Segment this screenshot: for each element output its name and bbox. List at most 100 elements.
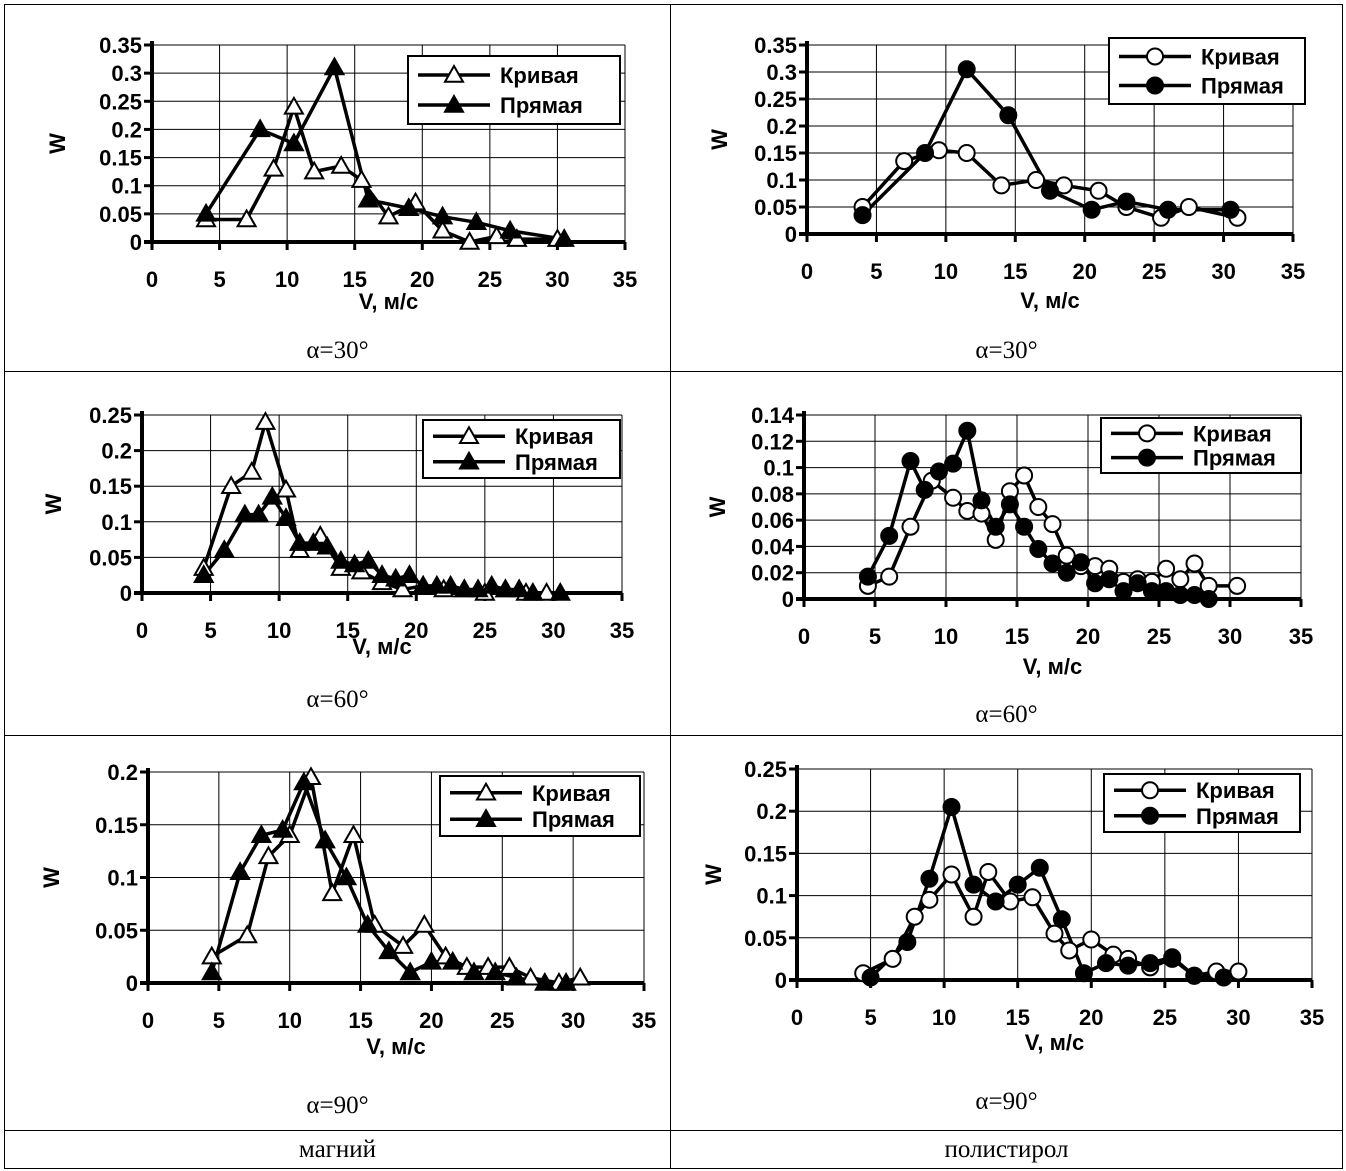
data-point-krivaya (1023, 888, 1042, 907)
chart-ps-30: 0 5 10 15 20 25 30 3500.050.10.150.20.250.30.35… (707, 33, 1306, 313)
x-tick-label: 25 (1153, 1005, 1177, 1030)
data-point-pryamaya (335, 866, 358, 886)
y-tick-label: 0.1 (756, 884, 787, 909)
data-point-krivaya (979, 862, 998, 881)
legend-box (1100, 417, 1302, 474)
data-point-krivaya (1045, 924, 1064, 943)
data-point-krivaya (330, 154, 352, 174)
legend-label: Кривая (1193, 421, 1272, 446)
data-point-pryamaya (484, 961, 506, 981)
y-tick-label: 0.25 (89, 403, 132, 428)
x-tick-label: 35 (610, 618, 634, 643)
data-point-krivaya (883, 949, 902, 968)
data-point-krivaya (1027, 171, 1046, 189)
x-tick-label: 20 (1076, 624, 1100, 649)
x-tick-label: 30 (1211, 259, 1235, 284)
chart-ps-90: 0 5 10 15 20 25 30 35 0 0.05 0.1 0.15 0.2 0.25 V, м/с W… (701, 757, 1324, 1055)
data-point-pryamaya (999, 106, 1018, 125)
x-tick-label: 5 (213, 1008, 225, 1033)
data-point-pryamaya (1030, 858, 1049, 877)
x-tick-label: 30 (1226, 1005, 1250, 1030)
data-point-pryamaya (880, 526, 899, 545)
x-tick-label: 15 (1005, 1005, 1029, 1030)
data-point-krivaya (1029, 498, 1048, 516)
data-point-pryamaya (480, 574, 503, 594)
data-point-pryamaya (314, 829, 336, 849)
x-tick-label: 30 (1218, 624, 1242, 649)
data-point-krivaya (1185, 554, 1204, 573)
data-point-krivaya (942, 865, 961, 884)
data-point-pryamaya (522, 581, 544, 601)
y-tick-label: 0.25 (754, 87, 797, 112)
data-point-pryamaya (261, 485, 284, 505)
data-point-pryamaya (1214, 968, 1233, 987)
data-point-pryamaya (508, 578, 530, 598)
y-axis-label: W (705, 496, 730, 517)
x-tick-label: 10 (277, 1008, 301, 1033)
y-tick-label: 0.1 (763, 456, 794, 481)
y-axis-label: W (707, 129, 732, 150)
chart-ps-60: 0 5 10 15 20 25 30 3500.020.040.060.080.10.120.… (705, 403, 1313, 679)
data-point-pryamaya (1015, 517, 1034, 536)
data-point-pryamaya (1199, 590, 1218, 608)
data-point-pryamaya (1074, 964, 1093, 983)
y-tick-label: 0.1 (111, 174, 142, 199)
legend-box (1108, 37, 1306, 105)
x-tick-label: 15 (335, 618, 359, 643)
figure-table: 0 5 10 15 20 25 30 35 0 0.05 0.1 0.15 0.2 0.25 0.3 0.35… (4, 4, 1343, 1169)
legend-marker (1146, 76, 1164, 95)
data-point-pryamaya (942, 797, 961, 816)
data-point-krivaya (431, 219, 454, 239)
x-tick-label: 0 (136, 618, 148, 643)
data-point-pryamaya (293, 771, 315, 791)
x-axis-label: V, м/с (1025, 1030, 1085, 1055)
data-point-pryamaya (283, 132, 305, 152)
data-point-krivaya (535, 581, 558, 601)
x-tick-label: 10 (275, 267, 299, 292)
data-point-krivaya (240, 460, 263, 480)
material-label-polystyrene: полистирол (944, 1136, 1069, 1163)
data-point-pryamaya (465, 211, 488, 231)
y-tick-label: 0 (785, 222, 797, 247)
y-tick-label: 0.15 (744, 841, 787, 866)
data-point-krivaya (880, 567, 899, 586)
data-point-pryamaya (431, 205, 454, 225)
series-line-pryamaya (204, 65, 565, 241)
data-point-krivaya (1015, 466, 1034, 485)
data-point-pryamaya (1159, 200, 1178, 219)
data-point-pryamaya (555, 971, 577, 991)
panel-cell-ps-60: 0 5 10 15 20 25 30 35 0 0.02 0.04 0.06 0.08 0.1 0.12 0.… (670, 371, 1343, 736)
y-tick-label: 0.35 (99, 33, 142, 58)
data-point-pryamaya (201, 961, 223, 981)
y-tick-label: 0.1 (101, 510, 132, 535)
panel-cell-ps-90: 0 5 10 15 20 25 30 35 0 0.05 0.1 0.15 0.2 0.25 V, м/с W… (670, 735, 1343, 1131)
data-point-krivaya (236, 924, 258, 944)
data-point-krivaya (257, 845, 280, 865)
legend-label: Кривая (1196, 778, 1275, 803)
x-tick-label: 10 (267, 618, 291, 643)
y-tick-label: 0.05 (89, 545, 132, 570)
x-tick-label: 5 (864, 1005, 876, 1030)
x-tick-label: 25 (478, 267, 502, 292)
x-tick-label: 35 (632, 1008, 656, 1033)
data-point-pryamaya (916, 144, 935, 162)
data-point-pryamaya (271, 819, 294, 838)
x-tick-label: 5 (213, 267, 225, 292)
data-point-krivaya (1082, 930, 1101, 949)
x-tick-label: 30 (545, 267, 569, 292)
data-point-pryamaya (929, 462, 948, 481)
legend-label: Прямая (515, 450, 598, 475)
x-tick-label: 0 (798, 624, 810, 649)
x-tick-label: 30 (561, 1008, 585, 1033)
data-point-krivaya (1043, 515, 1062, 534)
data-point-krivaya (992, 176, 1011, 195)
data-point-krivaya (321, 882, 343, 902)
data-point-pryamaya (357, 188, 379, 208)
data-point-pryamaya (192, 564, 215, 583)
data-point-krivaya (303, 160, 325, 180)
data-point-krivaya (413, 913, 436, 933)
data-point-pryamaya (494, 578, 517, 598)
data-point-krivaya (905, 907, 924, 926)
y-tick-label: 0.2 (766, 114, 797, 139)
caption-ps-60: α=60° (975, 701, 1038, 728)
